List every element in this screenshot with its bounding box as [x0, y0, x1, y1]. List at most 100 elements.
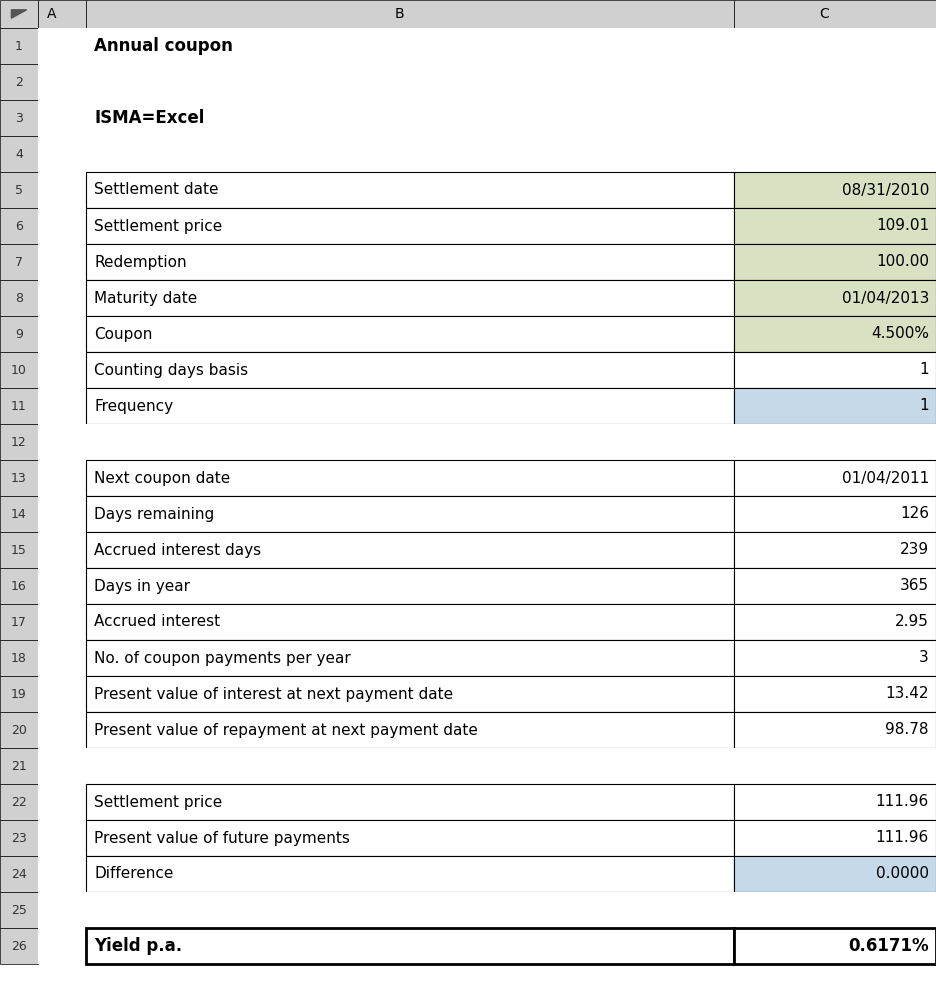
Bar: [38, 496, 86, 532]
Text: 01/04/2013: 01/04/2013: [841, 290, 929, 306]
Bar: [0, 712, 38, 748]
Text: 14: 14: [11, 508, 27, 520]
Bar: [38, 28, 86, 64]
Bar: [734, 712, 936, 748]
Bar: [86, 460, 734, 496]
Bar: [86, 208, 734, 244]
Bar: [734, 424, 936, 460]
Bar: [38, 208, 86, 244]
Text: 13.42: 13.42: [885, 686, 929, 702]
Bar: [38, 928, 86, 964]
Bar: [734, 0, 936, 28]
Bar: [86, 172, 734, 208]
Text: 24: 24: [11, 867, 27, 880]
Text: A: A: [47, 7, 56, 21]
Bar: [0, 28, 38, 64]
Bar: [0, 244, 38, 280]
Bar: [86, 784, 734, 820]
Text: 6: 6: [15, 220, 23, 232]
Text: 1: 1: [15, 39, 23, 52]
Bar: [734, 604, 936, 640]
Bar: [734, 748, 936, 784]
Bar: [86, 712, 734, 748]
Text: 8: 8: [15, 292, 23, 304]
Bar: [86, 856, 734, 892]
Bar: [38, 712, 86, 748]
Bar: [734, 568, 936, 604]
Text: 9: 9: [15, 328, 23, 340]
Bar: [734, 532, 936, 568]
Text: Counting days basis: Counting days basis: [94, 362, 248, 377]
Bar: [0, 316, 38, 352]
Bar: [38, 388, 86, 424]
Bar: [38, 784, 86, 820]
Bar: [38, 244, 86, 280]
Bar: [86, 352, 734, 388]
Text: 0.6171%: 0.6171%: [848, 937, 929, 955]
Text: 22: 22: [11, 796, 27, 808]
Text: Frequency: Frequency: [94, 398, 173, 414]
Bar: [0, 136, 38, 172]
Bar: [38, 892, 86, 928]
Text: B: B: [394, 7, 404, 21]
Bar: [38, 64, 86, 100]
Bar: [86, 424, 734, 460]
Bar: [38, 172, 86, 208]
Text: 98.78: 98.78: [885, 722, 929, 738]
Text: 111.96: 111.96: [876, 830, 929, 846]
Bar: [86, 820, 734, 856]
Bar: [86, 244, 734, 280]
Text: 1: 1: [919, 362, 929, 377]
Bar: [734, 100, 936, 136]
Bar: [734, 244, 936, 280]
Bar: [0, 496, 38, 532]
Text: Settlement price: Settlement price: [94, 794, 222, 810]
Bar: [734, 136, 936, 172]
Bar: [0, 820, 38, 856]
Bar: [86, 280, 734, 316]
Text: 21: 21: [11, 760, 27, 772]
Bar: [86, 100, 734, 136]
Bar: [86, 388, 734, 424]
Text: Present value of interest at next payment date: Present value of interest at next paymen…: [94, 686, 453, 702]
Text: Settlement date: Settlement date: [94, 182, 218, 198]
Text: 7: 7: [15, 255, 23, 268]
Bar: [38, 820, 86, 856]
Bar: [86, 0, 734, 28]
Bar: [734, 352, 936, 388]
Bar: [0, 0, 38, 28]
Bar: [734, 928, 936, 964]
Bar: [0, 676, 38, 712]
Text: 100.00: 100.00: [876, 254, 929, 269]
Bar: [0, 208, 38, 244]
Bar: [86, 136, 734, 172]
Bar: [38, 352, 86, 388]
Bar: [86, 928, 734, 964]
Bar: [38, 424, 86, 460]
Bar: [734, 496, 936, 532]
Text: Days in year: Days in year: [94, 578, 190, 593]
Bar: [734, 640, 936, 676]
Bar: [734, 28, 936, 64]
Bar: [86, 496, 734, 532]
Text: Next coupon date: Next coupon date: [94, 471, 230, 486]
Bar: [734, 460, 936, 496]
Bar: [86, 532, 734, 568]
Text: 11: 11: [11, 399, 27, 412]
Text: Settlement price: Settlement price: [94, 219, 222, 233]
Text: 111.96: 111.96: [876, 794, 929, 810]
Bar: [734, 784, 936, 820]
Text: 16: 16: [11, 580, 27, 592]
Bar: [0, 532, 38, 568]
Text: Yield p.a.: Yield p.a.: [94, 937, 183, 955]
Text: ISMA=Excel: ISMA=Excel: [94, 109, 204, 127]
Bar: [0, 856, 38, 892]
Bar: [38, 856, 86, 892]
Bar: [0, 748, 38, 784]
Text: 2.95: 2.95: [895, 614, 929, 630]
Bar: [86, 604, 734, 640]
Bar: [86, 640, 734, 676]
Bar: [0, 460, 38, 496]
Text: 1: 1: [919, 398, 929, 414]
Text: 5: 5: [15, 184, 23, 196]
